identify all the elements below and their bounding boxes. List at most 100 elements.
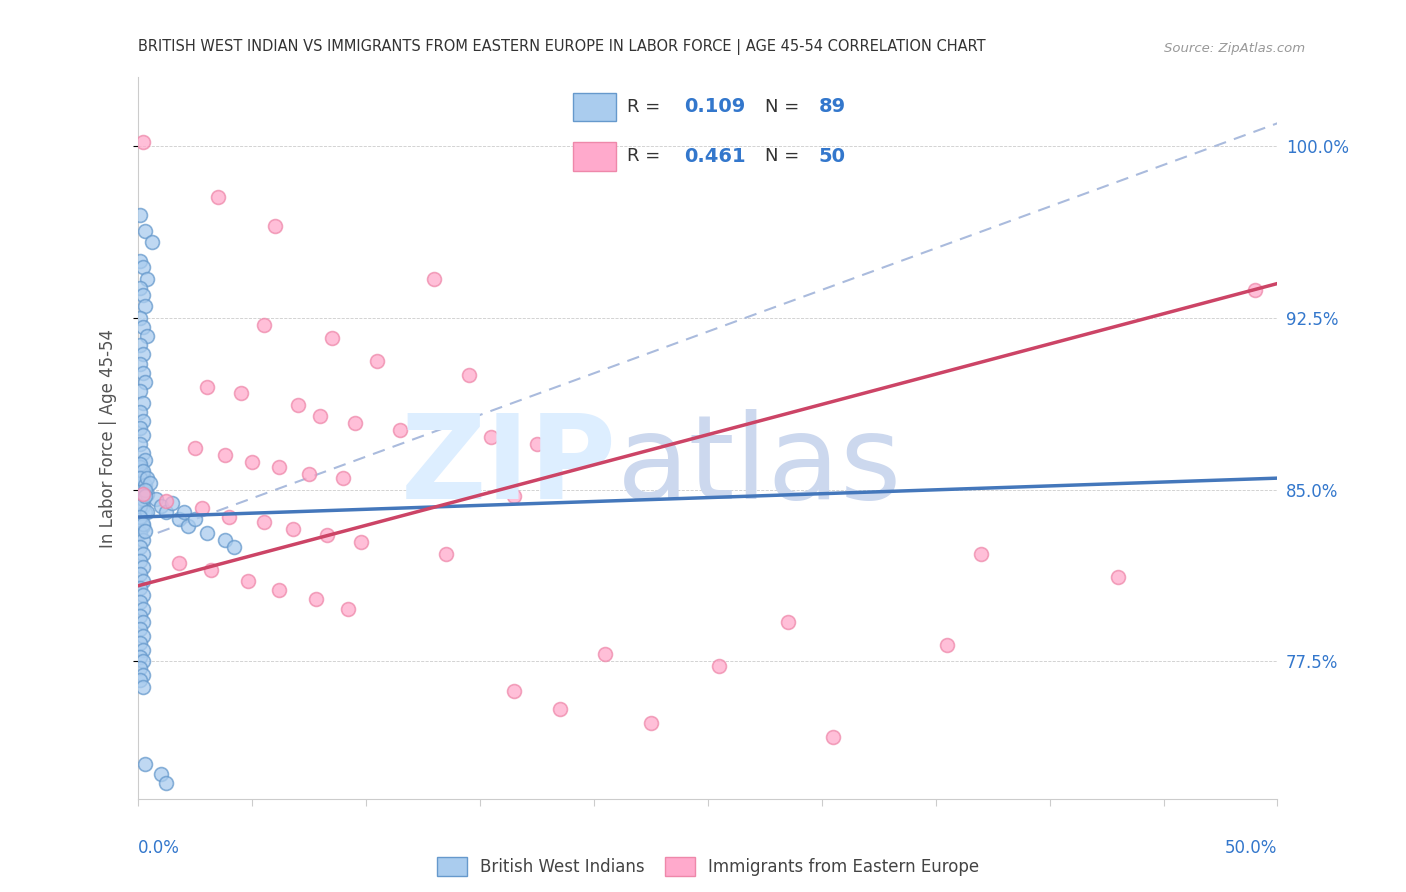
Point [141, 235, 163, 250]
Point [412, 483, 434, 497]
Point [823, 730, 845, 744]
Legend: British West Indians, Immigrants from Eastern Europe: British West Indians, Immigrants from Ea… [429, 848, 987, 884]
Point [129, 405, 152, 419]
Point [129, 622, 152, 636]
Point [195, 379, 218, 393]
Point [132, 574, 155, 589]
Point [132, 601, 155, 615]
Point [129, 437, 152, 451]
Point [1243, 284, 1265, 298]
Point [936, 638, 959, 652]
Point [134, 224, 156, 238]
Point [269, 459, 291, 474]
Point [1107, 569, 1129, 583]
Point [195, 526, 218, 541]
Point [129, 253, 152, 268]
Point [134, 300, 156, 314]
Point [136, 471, 159, 485]
Point [287, 398, 309, 412]
Point [155, 494, 177, 508]
Text: 0.461: 0.461 [683, 146, 745, 166]
Point [145, 491, 167, 506]
Point [132, 499, 155, 513]
Point [136, 487, 159, 501]
Point [134, 478, 156, 492]
Text: N =: N = [765, 98, 804, 116]
Point [129, 540, 152, 554]
Point [336, 601, 359, 615]
Point [129, 310, 152, 325]
Point [132, 446, 155, 460]
Point [132, 366, 155, 380]
Point [129, 384, 152, 398]
Point [132, 615, 155, 630]
Point [343, 416, 366, 430]
Point [132, 135, 155, 149]
Point [132, 643, 155, 657]
Point [457, 368, 479, 383]
Text: R =: R = [627, 147, 665, 165]
Point [155, 506, 177, 520]
Point [132, 533, 155, 547]
Text: 0.109: 0.109 [683, 97, 745, 117]
Point [132, 519, 155, 533]
Point [129, 581, 152, 595]
Point [177, 519, 200, 533]
Point [184, 442, 207, 456]
Text: 50: 50 [818, 146, 846, 166]
Point [129, 673, 152, 687]
Point [129, 499, 152, 513]
Point [132, 588, 155, 602]
Point [129, 510, 152, 524]
Point [132, 483, 155, 497]
Point [129, 338, 152, 352]
Point [503, 684, 526, 698]
Point [132, 547, 155, 561]
Point [132, 668, 155, 682]
Point [332, 471, 354, 485]
Point [434, 547, 457, 561]
Point [162, 496, 184, 510]
Point [218, 510, 240, 524]
Point [134, 524, 156, 538]
Point [129, 459, 152, 474]
Point [132, 654, 155, 668]
Text: 89: 89 [818, 97, 846, 117]
Point [129, 649, 152, 664]
Point [526, 437, 548, 451]
Point [548, 702, 571, 716]
Point [129, 553, 152, 567]
Point [298, 467, 321, 481]
Point [316, 528, 339, 542]
Text: 0.0%: 0.0% [138, 838, 180, 857]
Point [281, 522, 304, 536]
Point [214, 448, 236, 462]
Point [167, 512, 190, 526]
Point [129, 357, 152, 371]
Point [129, 471, 152, 485]
Point [269, 583, 291, 598]
Point [191, 500, 214, 515]
Point [214, 533, 236, 547]
Point [640, 716, 662, 731]
Point [132, 414, 155, 428]
Point [207, 189, 229, 203]
Point [264, 219, 287, 234]
Point [132, 516, 155, 531]
Point [132, 427, 155, 442]
Point [134, 375, 156, 389]
Point [132, 260, 155, 275]
Text: R =: R = [627, 98, 665, 116]
Text: ZIP: ZIP [401, 409, 617, 524]
Point [236, 574, 259, 589]
Point [350, 535, 373, 549]
Point [129, 458, 152, 472]
Point [479, 430, 502, 444]
Point [134, 506, 156, 520]
FancyBboxPatch shape [572, 142, 616, 170]
Point [132, 491, 155, 506]
Point [240, 455, 263, 469]
Point [132, 395, 155, 409]
Text: atlas: atlas [617, 409, 903, 524]
Point [129, 281, 152, 295]
